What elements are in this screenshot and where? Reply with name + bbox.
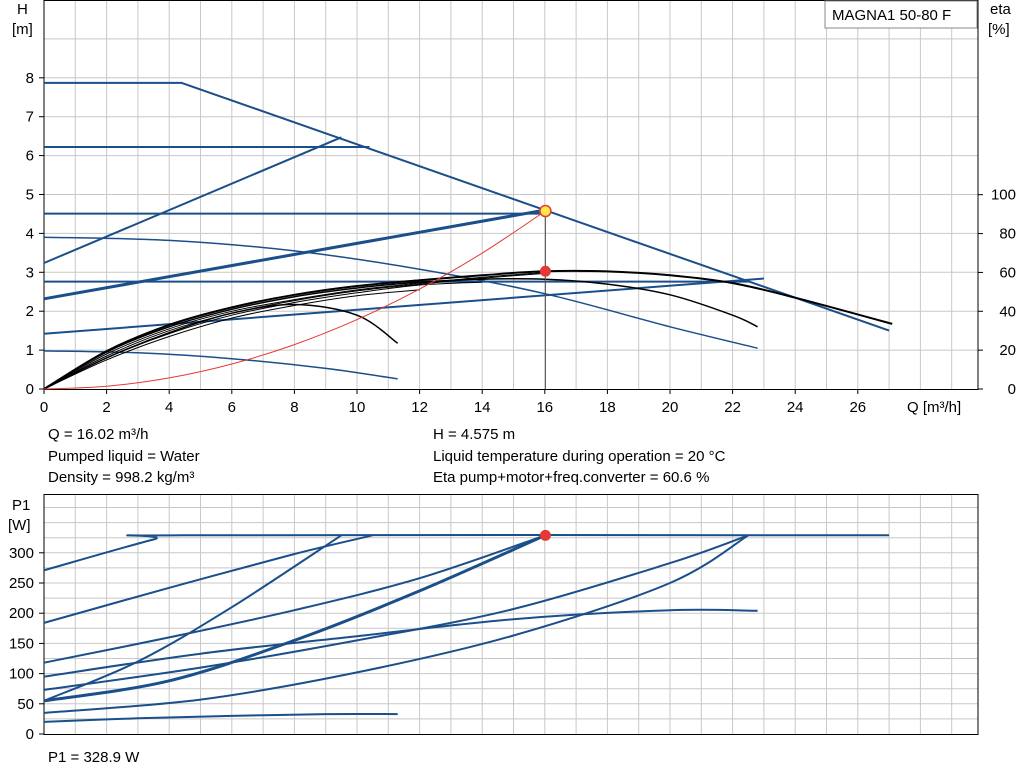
power-y-ticks: 0 50 100 150 200 250 300 [9, 545, 44, 743]
efficiency-duty-marker [539, 265, 551, 277]
x-tick-label: 18 [599, 399, 616, 416]
x-tick-label: 16 [536, 399, 553, 416]
power-y-unit: [W] [8, 517, 31, 534]
power-curve [43, 533, 547, 703]
head-curves [43, 81, 890, 380]
y2-tick-label: 100 [991, 187, 1016, 204]
y2-tick-label: 80 [999, 226, 1016, 243]
flow-value: Q = 16.02 m³/h [48, 426, 148, 443]
power-tick-label: 300 [9, 545, 34, 562]
head-chart-grid [44, 1, 978, 389]
liquid-temperature: Liquid temperature during operation = 20… [433, 448, 726, 465]
eta-y-unit: [%] [988, 21, 1010, 38]
x-tick-label: 12 [411, 399, 428, 416]
power-duty-point [539, 529, 551, 541]
y-tick-label: 1 [26, 342, 34, 359]
power-y-label: P1 [12, 497, 30, 514]
efficiency-curve [43, 271, 545, 390]
power-curve [43, 534, 373, 624]
head-curve [43, 136, 342, 264]
head-duty-marker [539, 204, 552, 218]
head-value: H = 4.575 m [433, 426, 515, 443]
head-y-label: H [17, 1, 28, 18]
efficiency-curve [43, 277, 758, 390]
efficiency-curve [43, 289, 420, 390]
x-tick-label: 20 [662, 399, 679, 416]
eta-y-label: eta [990, 1, 1012, 18]
density-value: Density = 998.2 kg/m³ [48, 469, 194, 486]
x-tick-label: 24 [787, 399, 804, 416]
y-tick-label: 8 [26, 70, 34, 87]
eta-y-ticks: 0 20 40 60 80 100 [978, 187, 1016, 398]
power-plot-frame [43, 494, 979, 735]
power-curve [43, 533, 890, 572]
head-curve [44, 81, 890, 332]
head-y-unit: [m] [12, 21, 33, 38]
x-tick-label: 8 [290, 399, 298, 416]
head-y-ticks: 0 1 2 3 4 5 6 7 8 [26, 70, 44, 398]
power-tick-label: 150 [9, 635, 34, 652]
model-label: MAGNA1 50-80 F [832, 7, 951, 24]
y-tick-label: 3 [26, 264, 34, 281]
head-x-ticks: 0 2 4 6 8 10 12 14 16 18 20 22 24 26 [40, 389, 866, 416]
x-tick-label: 10 [349, 399, 366, 416]
power-chart-grid [44, 495, 978, 734]
efficiency-curve [43, 303, 399, 390]
efficiency-curve [43, 281, 483, 390]
y-tick-label: 5 [26, 187, 34, 204]
y2-tick-label: 0 [1008, 381, 1016, 398]
y-tick-label: 2 [26, 303, 34, 320]
system-curve [43, 210, 546, 390]
y-tick-label: 7 [26, 109, 34, 126]
power-tick-label: 0 [26, 726, 34, 743]
power-duty-marker [539, 529, 551, 541]
power-curve [43, 534, 546, 664]
y-tick-label: 0 [26, 381, 34, 398]
x-tick-label: 22 [724, 399, 741, 416]
x-tick-label: 0 [40, 399, 48, 416]
efficiency-curve [43, 269, 893, 390]
x-tick-label: 14 [474, 399, 491, 416]
head-curve [43, 350, 398, 380]
head-curve [43, 277, 764, 335]
x-tick-label: 6 [228, 399, 236, 416]
efficiency-value: Eta pump+motor+freq.converter = 60.6 % [433, 469, 709, 486]
head-x-label: Q [m³/h] [907, 399, 961, 416]
x-tick-label: 4 [165, 399, 173, 416]
power-curve [43, 712, 398, 723]
y2-tick-label: 60 [999, 264, 1016, 281]
system-curve-line [43, 210, 546, 390]
power-curve [43, 534, 749, 714]
power-curves [43, 533, 890, 723]
pumped-liquid: Pumped liquid = Water [48, 448, 200, 465]
power-tick-label: 100 [9, 666, 34, 683]
power-tick-label: 200 [9, 605, 34, 622]
power-tick-label: 250 [9, 575, 34, 592]
efficiency-curve [43, 272, 545, 390]
power-curve [43, 534, 749, 691]
x-tick-label: 26 [849, 399, 866, 416]
efficiency-curves [43, 269, 893, 390]
model-label-box [824, 0, 978, 29]
power-tick-label: 50 [17, 696, 34, 713]
head-curve [43, 236, 758, 349]
y2-tick-label: 40 [999, 303, 1016, 320]
y2-tick-label: 20 [999, 342, 1016, 359]
duty-point-markers [539, 204, 552, 389]
y-tick-label: 4 [26, 225, 34, 242]
y-tick-label: 6 [26, 148, 34, 165]
power-value: P1 = 328.9 W [48, 749, 140, 766]
head-curve [43, 208, 546, 301]
x-tick-label: 2 [102, 399, 110, 416]
